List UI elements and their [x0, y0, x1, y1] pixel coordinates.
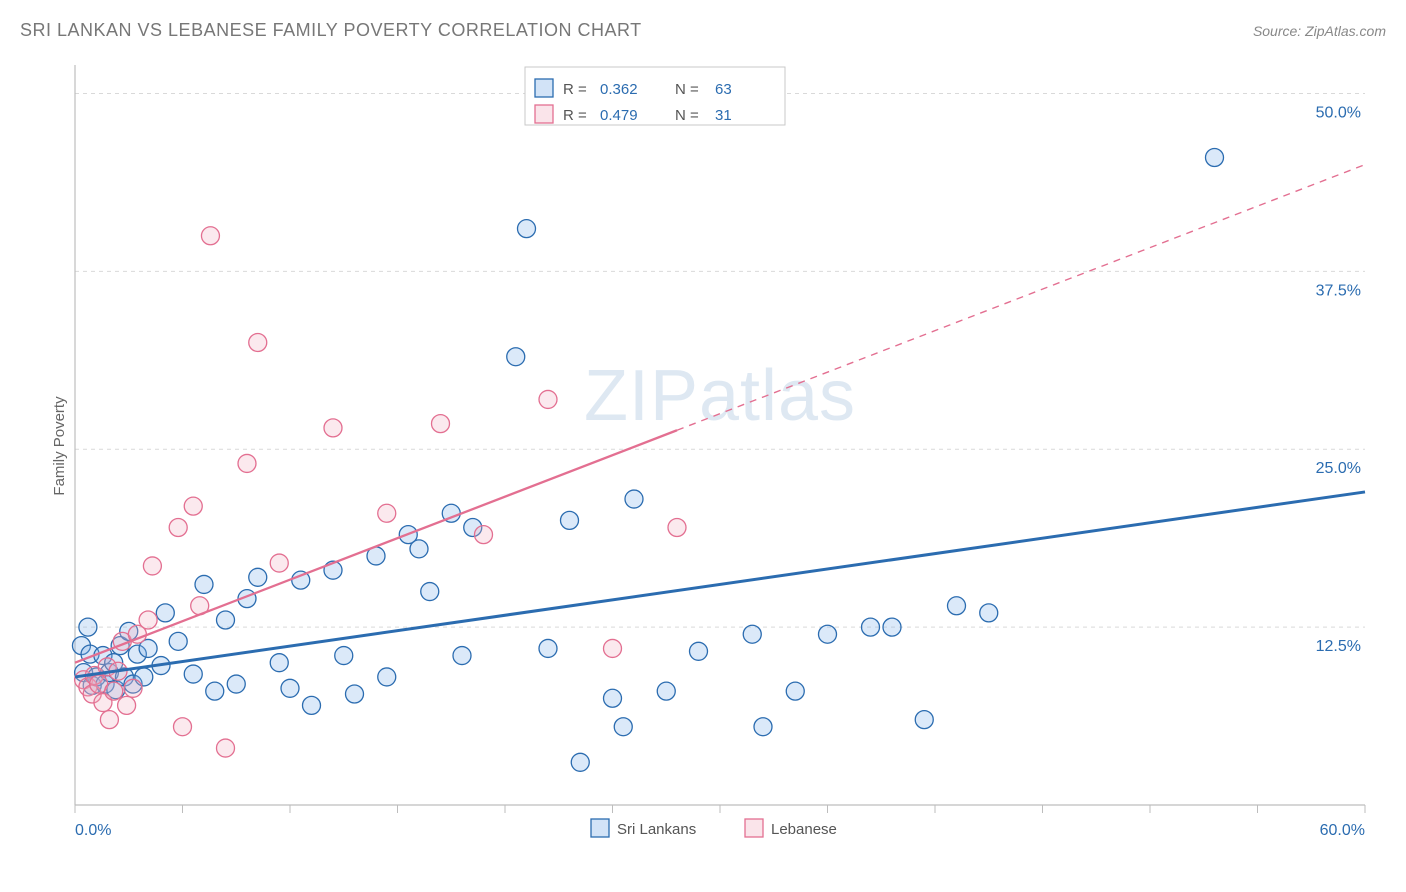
data-point	[614, 718, 632, 736]
data-point	[432, 415, 450, 433]
data-point	[410, 540, 428, 558]
data-point	[249, 568, 267, 586]
data-point	[79, 618, 97, 636]
legend-swatch	[535, 105, 553, 123]
chart-svg: 12.5% 25.0% 37.5% 50.0% ZIPatlas 0.0% 60.0% R =…	[55, 55, 1385, 860]
data-point	[743, 625, 761, 643]
data-point	[324, 419, 342, 437]
data-point	[915, 711, 933, 729]
y-tick-label: 12.5%	[1316, 638, 1361, 655]
data-point	[118, 696, 136, 714]
data-point	[206, 682, 224, 700]
legend-r-value: 0.479	[600, 107, 638, 124]
data-point	[156, 604, 174, 622]
data-point	[201, 227, 219, 245]
trend-line-dashed	[677, 165, 1365, 431]
data-point	[249, 334, 267, 352]
data-point	[139, 611, 157, 629]
data-point	[819, 625, 837, 643]
series-label: Sri Lankans	[617, 821, 696, 838]
data-point	[604, 689, 622, 707]
data-point	[421, 583, 439, 601]
legend-r-value: 0.362	[600, 81, 638, 98]
data-point	[169, 519, 187, 537]
legend-n-value: 63	[715, 81, 732, 98]
data-point	[571, 753, 589, 771]
chart-header: SRI LANKAN VS LEBANESE FAMILY POVERTY CO…	[20, 20, 1386, 41]
data-point	[862, 618, 880, 636]
data-point	[625, 490, 643, 508]
data-point	[346, 685, 364, 703]
data-point	[124, 679, 142, 697]
data-point	[690, 642, 708, 660]
y-tick-label: 50.0%	[1316, 104, 1361, 121]
x-tick-label: 0.0%	[75, 822, 111, 839]
data-point	[561, 511, 579, 529]
data-point	[378, 504, 396, 522]
data-point	[604, 639, 622, 657]
data-point	[335, 647, 353, 665]
data-point	[174, 718, 192, 736]
legend-r-label: R =	[563, 107, 587, 124]
data-point	[184, 497, 202, 515]
data-point	[238, 454, 256, 472]
y-tick-label: 37.5%	[1316, 282, 1361, 299]
series-swatch	[745, 819, 763, 837]
legend-swatch	[535, 79, 553, 97]
data-point	[948, 597, 966, 615]
scatter-chart: 12.5% 25.0% 37.5% 50.0% ZIPatlas 0.0% 60.0% R =…	[55, 55, 1385, 860]
data-point	[754, 718, 772, 736]
data-point	[475, 526, 493, 544]
data-point	[303, 696, 321, 714]
data-point	[270, 654, 288, 672]
data-point	[169, 632, 187, 650]
data-point	[217, 739, 235, 757]
legend-n-value: 31	[715, 107, 732, 124]
data-point	[883, 618, 901, 636]
x-tick-label: 60.0%	[1320, 822, 1365, 839]
trend-line	[75, 492, 1365, 677]
chart-title: SRI LANKAN VS LEBANESE FAMILY POVERTY CO…	[20, 20, 642, 41]
data-point	[184, 665, 202, 683]
data-point	[281, 679, 299, 697]
source-prefix: Source:	[1253, 23, 1305, 39]
source-attribution: Source: ZipAtlas.com	[1253, 23, 1386, 39]
data-point	[518, 220, 536, 238]
data-point	[270, 554, 288, 572]
data-point	[507, 348, 525, 366]
data-point	[657, 682, 675, 700]
legend-r-label: R =	[563, 81, 587, 98]
series-swatch	[591, 819, 609, 837]
legend-n-label: N =	[675, 81, 699, 98]
data-point	[100, 711, 118, 729]
data-point	[143, 557, 161, 575]
data-point	[668, 519, 686, 537]
data-point	[227, 675, 245, 693]
data-point	[105, 682, 123, 700]
data-point	[195, 575, 213, 593]
data-point	[980, 604, 998, 622]
trend-line	[75, 430, 677, 662]
data-point	[1206, 149, 1224, 167]
legend-n-label: N =	[675, 107, 699, 124]
series-label: Lebanese	[771, 821, 837, 838]
y-tick-label: 25.0%	[1316, 460, 1361, 477]
data-point	[539, 639, 557, 657]
watermark-text: ZIPatlas	[584, 356, 856, 436]
source-name: ZipAtlas.com	[1305, 23, 1386, 39]
data-point	[378, 668, 396, 686]
data-point	[539, 390, 557, 408]
data-point	[453, 647, 471, 665]
data-point	[786, 682, 804, 700]
data-point	[217, 611, 235, 629]
